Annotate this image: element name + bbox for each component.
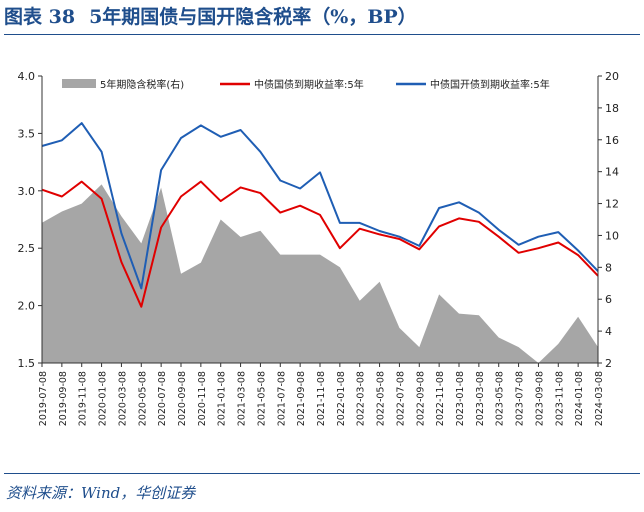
x-tick-label: 2021-11-08 bbox=[316, 371, 327, 426]
legend-label: 中债国开债到期收益率:5年 bbox=[430, 78, 550, 91]
x-tick-label: 2024-03-08 bbox=[594, 371, 605, 426]
x-tick-label: 2021-03-08 bbox=[237, 371, 248, 426]
source-rule bbox=[4, 473, 640, 474]
line-cdb-5y bbox=[41, 122, 599, 290]
x-tick-label: 2019-07-08 bbox=[38, 371, 49, 426]
figure-title-row: 图表 38 5年期国债与国开隐含税率（%，BP） bbox=[4, 2, 640, 32]
y-right-tick-label: 20 bbox=[605, 70, 619, 83]
x-tick-label: 2021-05-08 bbox=[256, 371, 267, 426]
chart-container: 1.5 2.0 2.5 3.0 3.5 4.0 2 4 6 8 10 12 14 16 18 20 2019-0… bbox=[0, 38, 644, 470]
x-tick-label: 2021-01-08 bbox=[217, 371, 228, 426]
legend-swatch-area bbox=[62, 79, 96, 88]
y-left-tick-label: 4.0 bbox=[18, 70, 36, 83]
x-tick-label: 2020-11-08 bbox=[197, 371, 208, 426]
y-left-tick-label: 1.5 bbox=[18, 357, 36, 370]
x-tick-label: 2023-11-08 bbox=[554, 371, 565, 426]
x-tick-label: 2021-07-08 bbox=[276, 371, 287, 426]
y-right-tick-label: 14 bbox=[605, 166, 619, 179]
area-implied-tax-rate bbox=[42, 184, 598, 363]
y-right-tick-label: 4 bbox=[605, 325, 612, 338]
chart-svg: 1.5 2.0 2.5 3.0 3.5 4.0 2 4 6 8 10 12 14 16 18 20 2019-0… bbox=[18, 70, 620, 426]
y-right-tick-label: 10 bbox=[605, 229, 619, 242]
x-tick-label: 2022-09-08 bbox=[415, 371, 426, 426]
x-tick-label: 2020-07-08 bbox=[157, 371, 168, 426]
x-tick-label: 2020-01-08 bbox=[98, 371, 109, 426]
x-tick-label: 2022-11-08 bbox=[435, 371, 446, 426]
legend-label: 中债国债到期收益率:5年 bbox=[254, 78, 364, 91]
source-note: 资料来源：Wind，华创证券 bbox=[6, 484, 196, 502]
x-tick-label: 2022-07-08 bbox=[395, 371, 406, 426]
y-right-tick-label: 6 bbox=[605, 293, 612, 306]
x-tick-label: 2022-05-08 bbox=[376, 371, 387, 426]
x-tick-label: 2019-09-08 bbox=[58, 371, 69, 426]
y-left-tick-label: 2.5 bbox=[18, 242, 36, 255]
x-tick-label: 2019-11-08 bbox=[78, 371, 89, 426]
y-right-tick-label: 2 bbox=[605, 357, 612, 370]
x-tick-label: 2020-05-08 bbox=[137, 371, 148, 426]
legend-label: 5年期隐含税率(右) bbox=[100, 78, 184, 91]
x-tick-label: 2021-09-08 bbox=[296, 371, 307, 426]
title-rule bbox=[4, 34, 640, 35]
x-tick-label: 2022-03-08 bbox=[356, 371, 367, 426]
y-right-tick-label: 8 bbox=[605, 261, 612, 274]
y-right-tick-label: 12 bbox=[605, 198, 619, 211]
x-tick-label: 2023-07-08 bbox=[515, 371, 526, 426]
y-left-tick-label: 2.0 bbox=[18, 300, 36, 313]
figure-label: 图表 38 bbox=[4, 6, 76, 28]
figure-title: 5年期国债与国开隐含税率（%，BP） bbox=[89, 6, 417, 28]
y-right-tick-label: 18 bbox=[605, 102, 619, 115]
x-tick-label: 2020-03-08 bbox=[117, 371, 128, 426]
y-left-tick-label: 3.5 bbox=[18, 127, 36, 140]
y-left-tick-label: 3.0 bbox=[18, 185, 36, 198]
x-tick-label: 2022-01-08 bbox=[336, 371, 347, 426]
x-tick-label: 2023-09-08 bbox=[534, 371, 545, 426]
x-tick-label: 2024-01-08 bbox=[574, 371, 585, 426]
x-tick-label: 2023-05-08 bbox=[495, 371, 506, 426]
x-tick-label: 2020-09-08 bbox=[177, 371, 188, 426]
x-tick-label: 2023-03-08 bbox=[475, 371, 486, 426]
line-treasury-5y bbox=[41, 180, 599, 308]
y-right-tick-label: 16 bbox=[605, 134, 619, 147]
x-tick-label: 2023-01-08 bbox=[455, 371, 466, 426]
